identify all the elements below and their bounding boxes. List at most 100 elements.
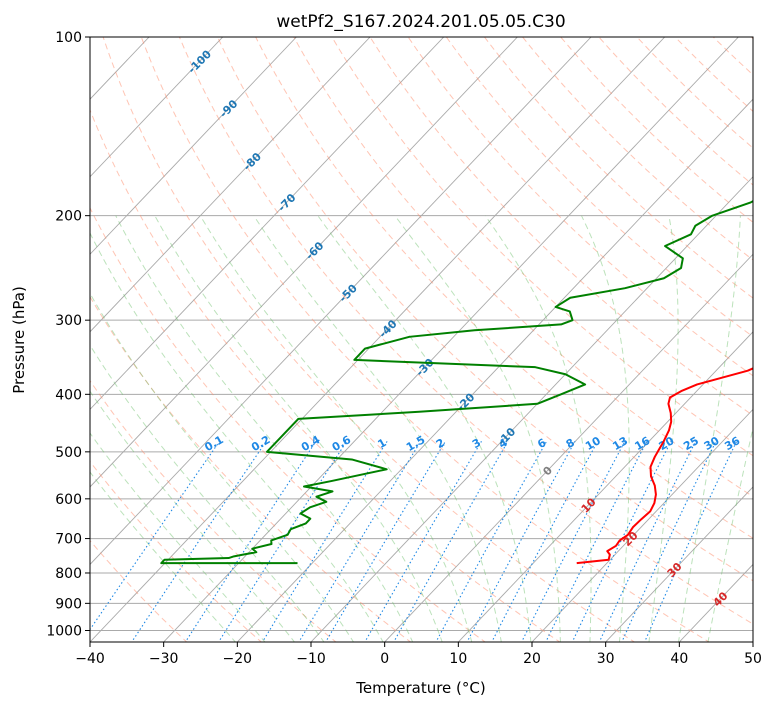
mixing-ratio-label: 10 xyxy=(583,434,603,453)
x-tick-label: 0 xyxy=(380,651,389,667)
mixing-ratio-line xyxy=(261,441,388,642)
x-tick-label: 20 xyxy=(523,651,541,667)
moist-adiabat xyxy=(581,215,630,642)
y-tick-label: 300 xyxy=(55,313,82,329)
isotherm-line xyxy=(236,98,753,642)
mixing-ratio-line xyxy=(325,441,446,642)
dry-adiabat xyxy=(178,37,753,625)
y-tick-label: 500 xyxy=(55,445,82,461)
isotherm-line xyxy=(384,253,753,642)
mixing-ratio-label: 30 xyxy=(702,434,722,453)
dry-adiabat xyxy=(90,206,486,642)
dry-adiabat xyxy=(90,295,412,642)
isotherm-line xyxy=(90,37,297,255)
moist-adiabat xyxy=(677,215,741,642)
moist-adiabat xyxy=(253,215,502,642)
mixing-ratio-line xyxy=(184,441,317,642)
mixing-ratio-line xyxy=(90,441,220,631)
dry-adiabat xyxy=(674,37,753,112)
isotherm-line xyxy=(90,37,666,642)
isotherm-label: -100 xyxy=(185,47,214,76)
mixing-ratio-label: 1.5 xyxy=(404,433,427,454)
dry-adiabat xyxy=(712,37,753,76)
dry-adiabat xyxy=(751,37,753,40)
isotherm-line xyxy=(678,563,753,642)
x-tick-label: −30 xyxy=(149,651,179,667)
mixing-ratio-label: 0.1 xyxy=(202,433,225,454)
isotherm-line xyxy=(457,331,753,642)
chart-title: wetPf2_S167.2024.201.05.05.C30 xyxy=(276,12,565,32)
moist-adiabat xyxy=(115,215,414,642)
isotherm-line xyxy=(163,37,739,642)
dry-adiabat xyxy=(217,37,753,582)
dry-adiabat xyxy=(369,37,753,417)
y-tick-label: 200 xyxy=(55,209,82,225)
moist-adiabat xyxy=(199,215,473,642)
dry-adiabat xyxy=(102,37,636,642)
mixing-ratio-line xyxy=(298,441,422,642)
plot-frame xyxy=(89,36,754,643)
y-tick-label: 1000 xyxy=(46,624,82,640)
x-tick-label: 40 xyxy=(670,651,688,667)
y-tick-label: 100 xyxy=(55,30,82,46)
mixing-ratio-label: 6 xyxy=(535,436,548,451)
x-axis-label: Temperature (°C) xyxy=(355,679,485,697)
x-tick-label: −20 xyxy=(223,651,253,667)
dry-adiabat xyxy=(598,37,753,186)
dry-adiabat-lines xyxy=(90,37,753,642)
dry-adiabat xyxy=(560,37,753,223)
mixing-ratio-line xyxy=(364,441,482,642)
mixing-ratio-label: 0.6 xyxy=(330,433,354,454)
dry-adiabat xyxy=(407,37,753,377)
isotherm-line xyxy=(90,37,224,178)
moist-adiabat xyxy=(154,215,443,642)
x-tick-label: 50 xyxy=(744,651,762,667)
x-tick-label: −10 xyxy=(296,651,326,667)
moist-adiabat xyxy=(90,292,355,642)
mixing-ratio-line xyxy=(644,441,738,642)
dry-adiabat xyxy=(140,37,710,642)
mixing-ratio-label: 8 xyxy=(564,436,577,451)
mixing-ratio-label: 2 xyxy=(434,436,447,451)
moist-adiabat xyxy=(90,344,325,642)
mixing-ratio-label: 16 xyxy=(632,434,652,453)
isotherm-line xyxy=(90,37,445,411)
moist-adiabat xyxy=(90,390,296,642)
moist-adiabat xyxy=(394,215,561,642)
y-tick-label: 400 xyxy=(55,387,82,403)
mixing-ratio-line xyxy=(217,441,348,642)
mixing-ratio-label: 25 xyxy=(681,434,701,453)
mixing-ratio-line xyxy=(131,441,267,642)
isotherm-lines xyxy=(90,37,753,642)
moist-adiabat xyxy=(90,231,384,642)
dry-adiabat xyxy=(90,108,561,642)
mixing-ratio-line xyxy=(521,441,626,642)
dry-adiabat xyxy=(522,37,753,261)
x-tick-label: −40 xyxy=(75,651,105,667)
moist-adiabat xyxy=(648,215,679,642)
dry-adiabat xyxy=(255,37,753,539)
mixing-ratio-line xyxy=(621,441,717,642)
y-tick-label: 700 xyxy=(55,532,82,548)
temperature-line xyxy=(576,367,753,565)
dry-adiabat xyxy=(90,460,263,642)
mixing-ratio-label: 0.4 xyxy=(299,433,323,454)
y-axis-ticks: 100 200 300 400 500 600 700 800 900 1000 xyxy=(46,30,90,640)
moist-adiabat xyxy=(90,471,237,642)
isotherm-line xyxy=(90,37,592,566)
isotherm-line xyxy=(90,37,371,333)
dry-adiabat xyxy=(636,37,753,149)
moist-adiabat xyxy=(707,425,753,642)
mixing-ratio-line xyxy=(435,441,548,642)
y-tick-label: 900 xyxy=(55,596,82,612)
moist-adiabat xyxy=(317,215,532,642)
dry-adiabat xyxy=(90,539,188,642)
y-tick-label: 800 xyxy=(55,566,82,582)
mixing-ratio-label: 13 xyxy=(610,434,630,453)
profile-lines xyxy=(160,199,753,565)
mixing-ratio-line xyxy=(393,441,509,642)
x-tick-label: 10 xyxy=(449,651,467,667)
dry-adiabat xyxy=(293,37,753,498)
mixing-ratio-line xyxy=(545,441,648,642)
